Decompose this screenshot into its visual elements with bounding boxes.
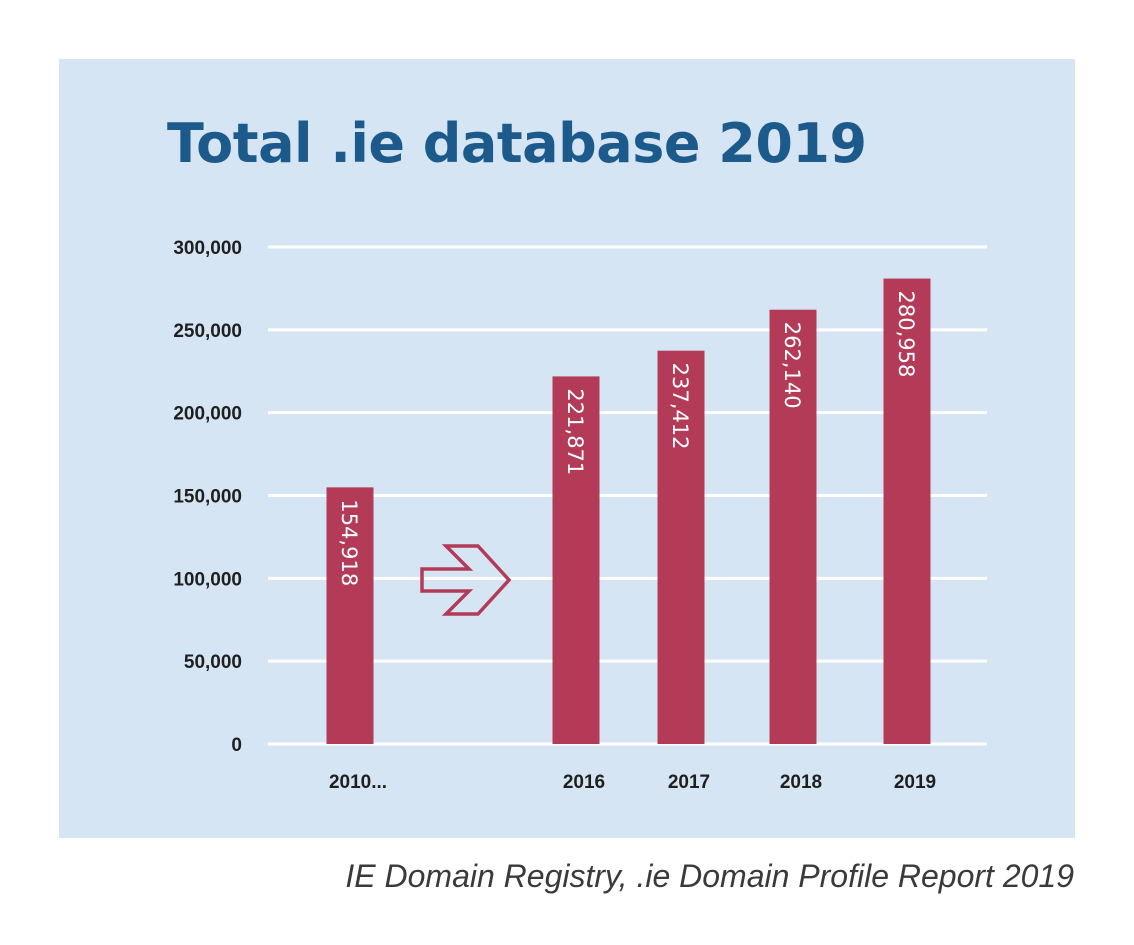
bar	[552, 376, 600, 744]
y-tick-label: 200,000	[173, 404, 242, 425]
y-tick-label: 50,000	[184, 652, 242, 673]
y-tick-label: 150,000	[173, 487, 242, 508]
y-axis-ticks: 0 50,000 100,000 150,000 200,000 250,000 300,0…	[173, 238, 242, 756]
y-tick-label: 300,000	[173, 238, 242, 259]
y-tick-label: 0	[231, 735, 242, 756]
chart-title: Total .ie database 2019	[167, 112, 867, 175]
bar	[657, 350, 705, 744]
x-tick-label: 2010...	[329, 772, 387, 793]
x-tick-label: 2019	[894, 772, 936, 793]
bar	[326, 487, 374, 744]
right-arrow-icon	[420, 544, 512, 616]
bar-value-label: 237,412	[668, 363, 692, 450]
x-axis-ticks: 2010... 2016 2017 2018 2019	[329, 772, 936, 793]
bars: 154,918 221,871 237,412 262,140 280,958	[326, 278, 931, 744]
x-tick-label: 2016	[563, 772, 605, 793]
bar-value-label: 280,958	[894, 291, 918, 378]
bar	[883, 278, 931, 744]
bar-value-label: 221,871	[563, 388, 587, 475]
x-tick-label: 2017	[668, 772, 710, 793]
source-caption: IE Domain Registry, .ie Domain Profile R…	[345, 858, 1074, 894]
y-tick-label: 100,000	[173, 569, 242, 590]
right-arrow-icon-shape	[420, 544, 512, 616]
bar	[769, 309, 817, 744]
y-tick-label: 250,000	[173, 321, 242, 342]
gridlines	[268, 245, 987, 746]
bar-value-label: 154,918	[337, 499, 361, 586]
x-tick-label: 2018	[780, 772, 822, 793]
bar-value-label: 262,140	[780, 322, 804, 409]
